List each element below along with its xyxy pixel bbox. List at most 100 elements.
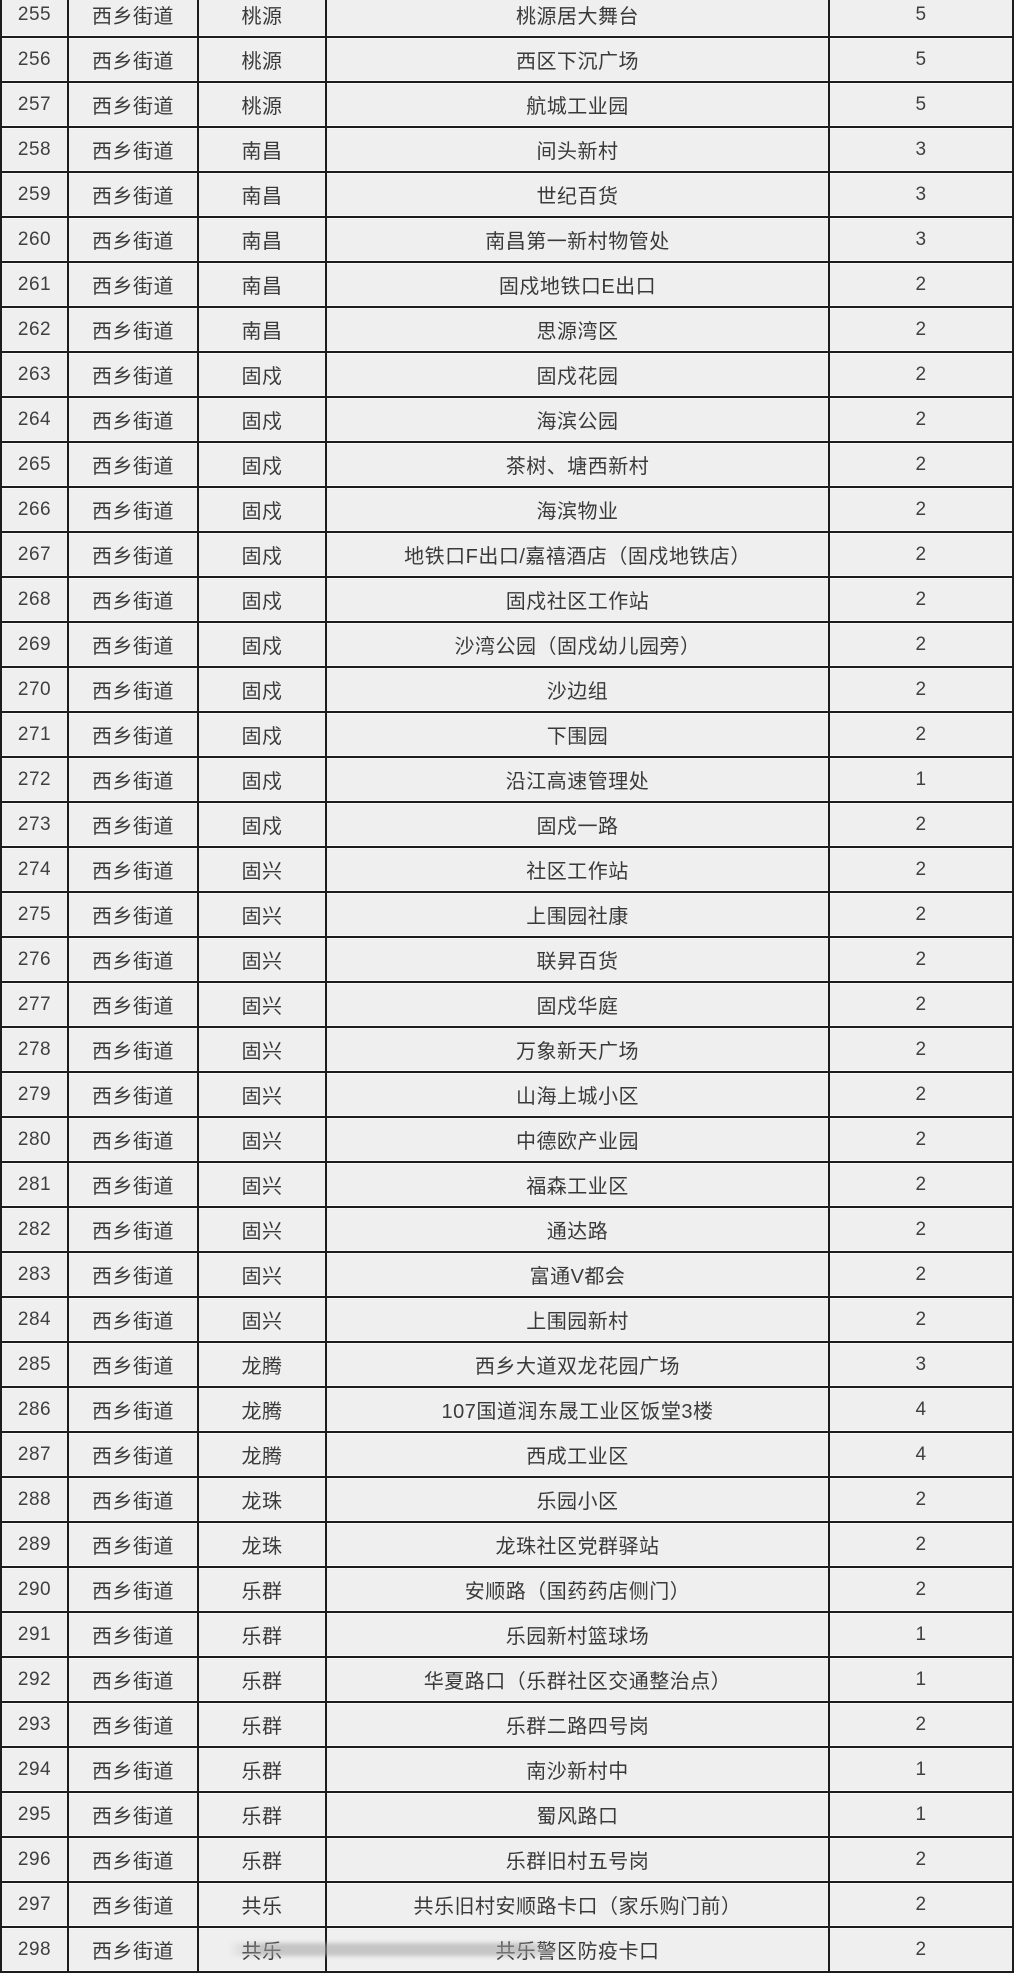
location-cell: 上围园社康: [325, 891, 830, 938]
table-row: 268 西乡街道 固戍 固戍社区工作站 2: [0, 576, 1014, 623]
row-number-cell: 255: [0, 0, 69, 38]
count-cell: 2: [828, 1836, 1014, 1883]
row-number-cell: 288: [0, 1476, 69, 1523]
community-cell: 固戍: [197, 531, 327, 578]
table-row: 284 西乡街道 固兴 上围园新村 2: [0, 1296, 1014, 1343]
row-number-cell: 285: [0, 1341, 69, 1388]
location-cell: 海滨物业: [325, 486, 830, 533]
street-cell: 西乡街道: [67, 81, 199, 128]
community-cell: 固戍: [197, 711, 327, 758]
table-row: 270 西乡街道 固戍 沙边组 2: [0, 666, 1014, 713]
row-number-cell: 278: [0, 1026, 69, 1073]
street-cell: 西乡街道: [67, 621, 199, 668]
street-cell: 西乡街道: [67, 846, 199, 893]
street-cell: 西乡街道: [67, 1926, 199, 1973]
community-cell: 固戍: [197, 441, 327, 488]
count-cell: 5: [828, 81, 1014, 128]
count-cell: 2: [828, 846, 1014, 893]
count-cell: 3: [828, 126, 1014, 173]
row-number-cell: 260: [0, 216, 69, 263]
count-cell: 3: [828, 1341, 1014, 1388]
street-cell: 西乡街道: [67, 261, 199, 308]
location-cell: 固戍地铁口E出口: [325, 261, 830, 308]
table-row: 279 西乡街道 固兴 山海上城小区 2: [0, 1071, 1014, 1118]
community-cell: 桃源: [197, 81, 327, 128]
table-row: 263 西乡街道 固戍 固戍花园 2: [0, 351, 1014, 398]
count-cell: 2: [828, 531, 1014, 578]
count-cell: 2: [828, 1296, 1014, 1343]
location-cell: 上围园新村: [325, 1296, 830, 1343]
street-cell: 西乡街道: [67, 936, 199, 983]
count-cell: 2: [828, 306, 1014, 353]
table-row: 292 西乡街道 乐群 华夏路口（乐群社区交通整治点） 1: [0, 1656, 1014, 1703]
location-cell: 社区工作站: [325, 846, 830, 893]
row-number-cell: 267: [0, 531, 69, 578]
street-cell: 西乡街道: [67, 1296, 199, 1343]
location-cell: 沙湾公园（固戍幼儿园旁）: [325, 621, 830, 668]
street-cell: 西乡街道: [67, 126, 199, 173]
count-cell: 2: [828, 801, 1014, 848]
table-row: 266 西乡街道 固戍 海滨物业 2: [0, 486, 1014, 533]
table-row: 255 西乡街道 桃源 桃源居大舞台 5: [0, 0, 1014, 38]
location-cell: 固戍一路: [325, 801, 830, 848]
row-number-cell: 265: [0, 441, 69, 488]
table-row: 275 西乡街道 固兴 上围园社康 2: [0, 891, 1014, 938]
table-row: 294 西乡街道 乐群 南沙新村中 1: [0, 1746, 1014, 1793]
community-cell: 桃源: [197, 0, 327, 38]
table-row: 288 西乡街道 龙珠 乐园小区 2: [0, 1476, 1014, 1523]
table-row: 296 西乡街道 乐群 乐群旧村五号岗 2: [0, 1836, 1014, 1883]
count-cell: 2: [828, 1926, 1014, 1973]
location-cell: 共乐旧村安顺路卡口（家乐购门前）: [325, 1881, 830, 1928]
row-number-cell: 261: [0, 261, 69, 308]
table-row: 259 西乡街道 南昌 世纪百货 3: [0, 171, 1014, 218]
community-cell: 固兴: [197, 1251, 327, 1298]
street-cell: 西乡街道: [67, 1341, 199, 1388]
street-cell: 西乡街道: [67, 36, 199, 83]
row-number-cell: 275: [0, 891, 69, 938]
table-row: 273 西乡街道 固戍 固戍一路 2: [0, 801, 1014, 848]
street-cell: 西乡街道: [67, 801, 199, 848]
count-cell: 2: [828, 1251, 1014, 1298]
street-cell: 西乡街道: [67, 891, 199, 938]
row-number-cell: 291: [0, 1611, 69, 1658]
table-row: 297 西乡街道 共乐 共乐旧村安顺路卡口（家乐购门前） 2: [0, 1881, 1014, 1928]
row-number-cell: 292: [0, 1656, 69, 1703]
street-cell: 西乡街道: [67, 981, 199, 1028]
location-cell: 茶树、塘西新村: [325, 441, 830, 488]
table-row: 258 西乡街道 南昌 间头新村 3: [0, 126, 1014, 173]
community-cell: 固戍: [197, 351, 327, 398]
community-cell: 固戍: [197, 801, 327, 848]
table-row: 283 西乡街道 固兴 富通V都会 2: [0, 1251, 1014, 1298]
row-number-cell: 270: [0, 666, 69, 713]
row-number-cell: 289: [0, 1521, 69, 1568]
street-cell: 西乡街道: [67, 396, 199, 443]
community-cell: 乐群: [197, 1791, 327, 1838]
table-row: 277 西乡街道 固兴 固戍华庭 2: [0, 981, 1014, 1028]
count-cell: 2: [828, 486, 1014, 533]
community-cell: 乐群: [197, 1701, 327, 1748]
count-cell: 2: [828, 981, 1014, 1028]
table-row: 291 西乡街道 乐群 乐园新村篮球场 1: [0, 1611, 1014, 1658]
row-number-cell: 290: [0, 1566, 69, 1613]
table-row: 267 西乡街道 固戍 地铁口F出口/嘉禧酒店（固戍地铁店） 2: [0, 531, 1014, 578]
community-cell: 固兴: [197, 1206, 327, 1253]
location-cell: 沿江高速管理处: [325, 756, 830, 803]
community-cell: 固戍: [197, 486, 327, 533]
location-cell: 下围园: [325, 711, 830, 758]
table-row: 262 西乡街道 南昌 思源湾区 2: [0, 306, 1014, 353]
count-cell: 2: [828, 1161, 1014, 1208]
location-cell: 思源湾区: [325, 306, 830, 353]
table-row: 272 西乡街道 固戍 沿江高速管理处 1: [0, 756, 1014, 803]
count-cell: 5: [828, 36, 1014, 83]
location-cell: 南昌第一新村物管处: [325, 216, 830, 263]
community-cell: 龙腾: [197, 1386, 327, 1433]
location-cell: 乐园新村篮球场: [325, 1611, 830, 1658]
location-cell: 地铁口F出口/嘉禧酒店（固戍地铁店）: [325, 531, 830, 578]
community-cell: 南昌: [197, 126, 327, 173]
row-number-cell: 257: [0, 81, 69, 128]
location-cell: 固戍花园: [325, 351, 830, 398]
row-number-cell: 273: [0, 801, 69, 848]
row-number-cell: 287: [0, 1431, 69, 1478]
